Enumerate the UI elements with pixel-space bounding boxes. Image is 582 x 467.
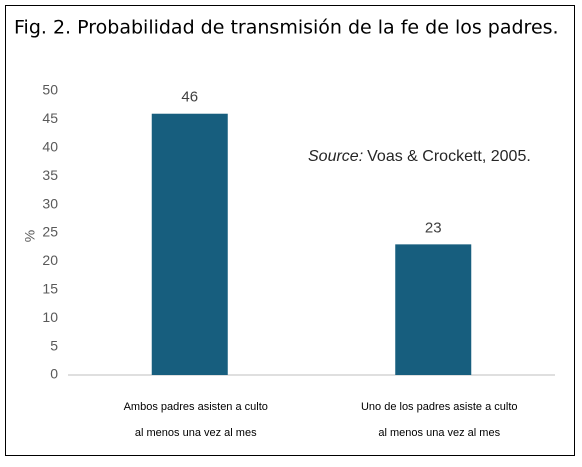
- y-tick-label: 30: [42, 195, 58, 211]
- source-label: Source:: [308, 148, 363, 165]
- y-tick-label: 45: [42, 110, 58, 126]
- bar: [151, 113, 228, 375]
- y-tick-label: 40: [42, 139, 58, 155]
- y-tick-label: 35: [42, 167, 58, 183]
- y-tick-label: 0: [50, 366, 58, 382]
- x-tick-label: Ambos padres asisten a culto: [124, 401, 268, 413]
- y-tick-label: 50: [42, 82, 58, 98]
- bar: [395, 244, 472, 375]
- y-axis-label: %: [22, 230, 38, 242]
- y-tick-label: 5: [50, 337, 58, 353]
- source-text: Voas & Crockett, 2005.: [367, 148, 531, 165]
- frame: [5, 5, 575, 456]
- chart-title: Fig. 2. Probabilidad de transmisión de l…: [14, 17, 559, 39]
- y-tick-label: 25: [42, 224, 58, 240]
- x-tick-label: al menos una vez al mes: [378, 427, 500, 439]
- value-label: 46: [181, 89, 198, 106]
- x-tick-label: al menos una vez al mes: [135, 427, 257, 439]
- x-tick-label: Uno de los padres asiste a culto: [361, 401, 518, 413]
- y-tick-label: 20: [42, 252, 58, 268]
- value-label: 23: [425, 219, 442, 236]
- y-tick-label: 10: [42, 309, 58, 325]
- y-tick-label: 15: [42, 281, 58, 297]
- annotation: Source: Voas & Crockett, 2005.: [308, 148, 531, 165]
